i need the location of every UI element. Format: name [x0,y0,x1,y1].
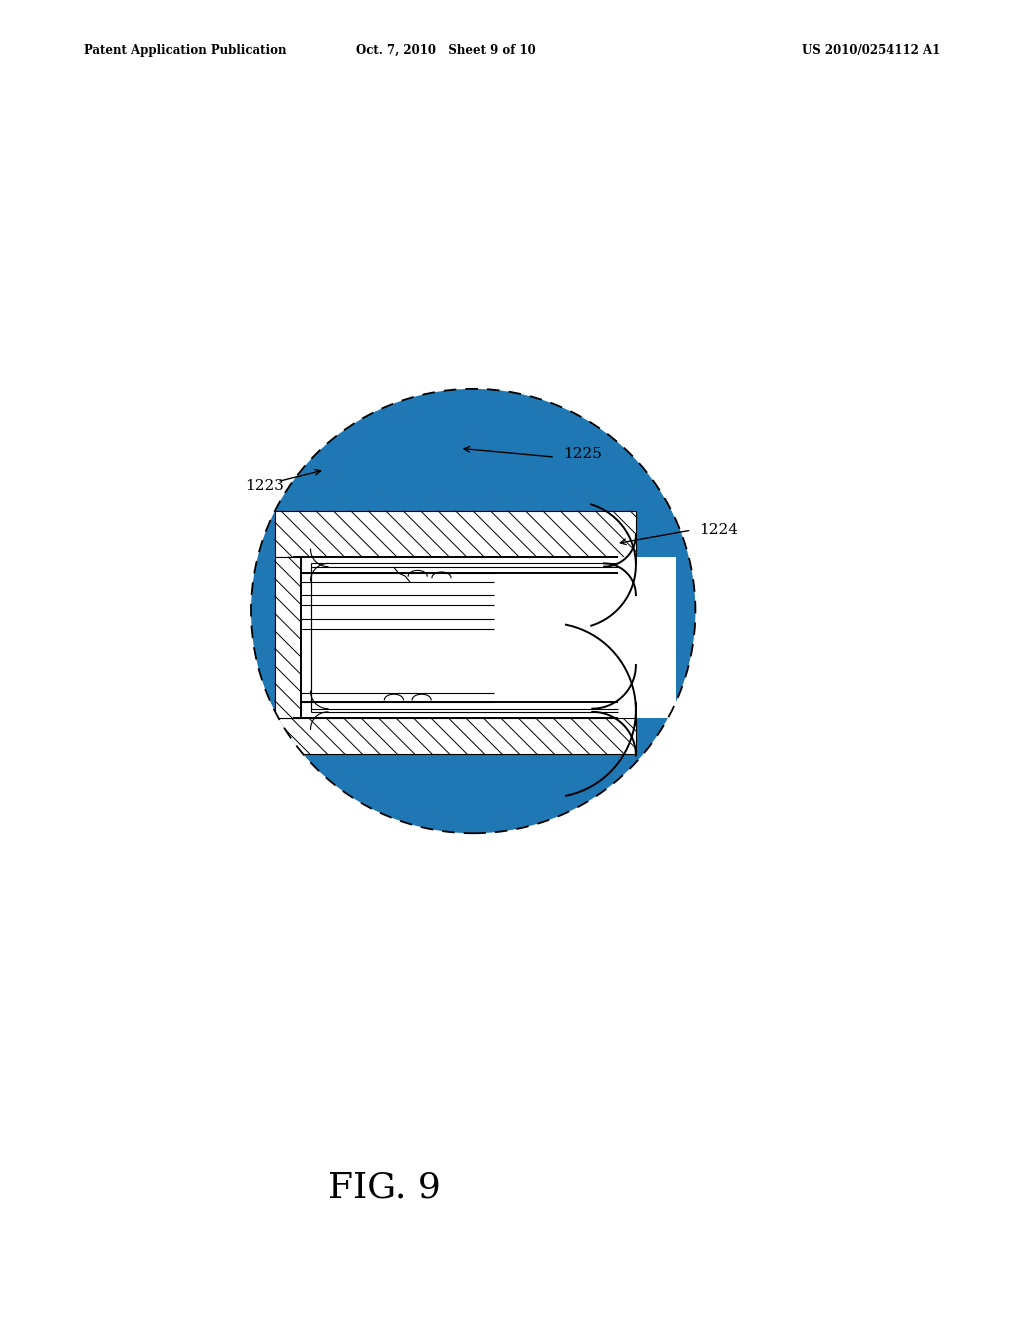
Text: 1223: 1223 [246,479,285,492]
Bar [328,709,628,711]
Text: 1224: 1224 [699,523,738,537]
Bar [301,557,676,718]
Text: Oct. 7, 2010   Sheet 9 of 10: Oct. 7, 2010 Sheet 9 of 10 [355,44,536,57]
Polygon shape [274,718,636,754]
Circle shape [251,389,695,833]
Bar [328,564,628,566]
Circle shape [251,389,695,833]
Polygon shape [274,557,301,718]
Text: 1225: 1225 [563,447,602,461]
Text: Patent Application Publication: Patent Application Publication [84,44,287,57]
Text: FIG. 9: FIG. 9 [328,1171,440,1205]
Text: US 2010/0254112 A1: US 2010/0254112 A1 [802,44,940,57]
Polygon shape [274,511,636,557]
